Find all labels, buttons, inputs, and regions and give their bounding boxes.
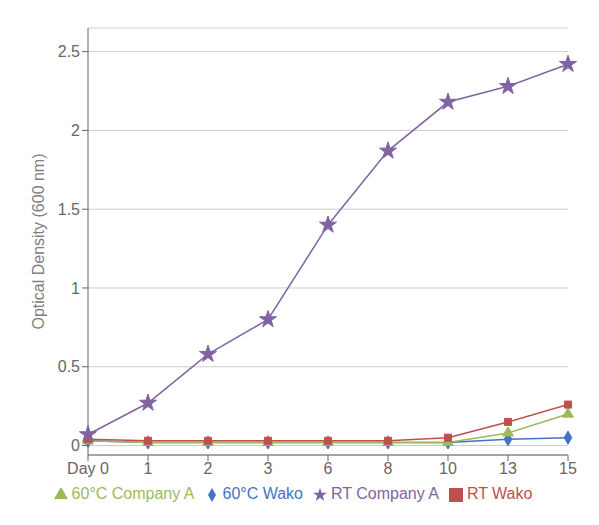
svg-text:1.5: 1.5 [58, 201, 80, 218]
svg-text:2: 2 [71, 122, 80, 139]
svg-text:Day 0: Day 0 [67, 460, 109, 477]
html-text:RT Wako: RT Wako [466, 485, 533, 502]
svg-text:1: 1 [144, 460, 153, 477]
svg-text:2: 2 [204, 460, 213, 477]
html-text:60°C Company A: 60°C Company A [71, 485, 195, 502]
svg-text:6: 6 [324, 460, 333, 477]
svg-text:10: 10 [439, 460, 457, 477]
html-text:60°C Wako: 60°C Wako [222, 485, 303, 502]
html-text:RT Company A: RT Company A [331, 485, 439, 502]
svg-text:15: 15 [559, 460, 577, 477]
svg-text:3: 3 [264, 460, 273, 477]
svg-text:2.5: 2.5 [58, 43, 80, 60]
svg-text:1: 1 [71, 280, 80, 297]
svg-text:13: 13 [499, 460, 517, 477]
svg-text:Optical Density (600 nm): Optical Density (600 nm) [30, 153, 47, 329]
svg-text:0.5: 0.5 [58, 358, 80, 375]
svg-text:0: 0 [71, 437, 80, 454]
svg-text:8: 8 [384, 460, 393, 477]
